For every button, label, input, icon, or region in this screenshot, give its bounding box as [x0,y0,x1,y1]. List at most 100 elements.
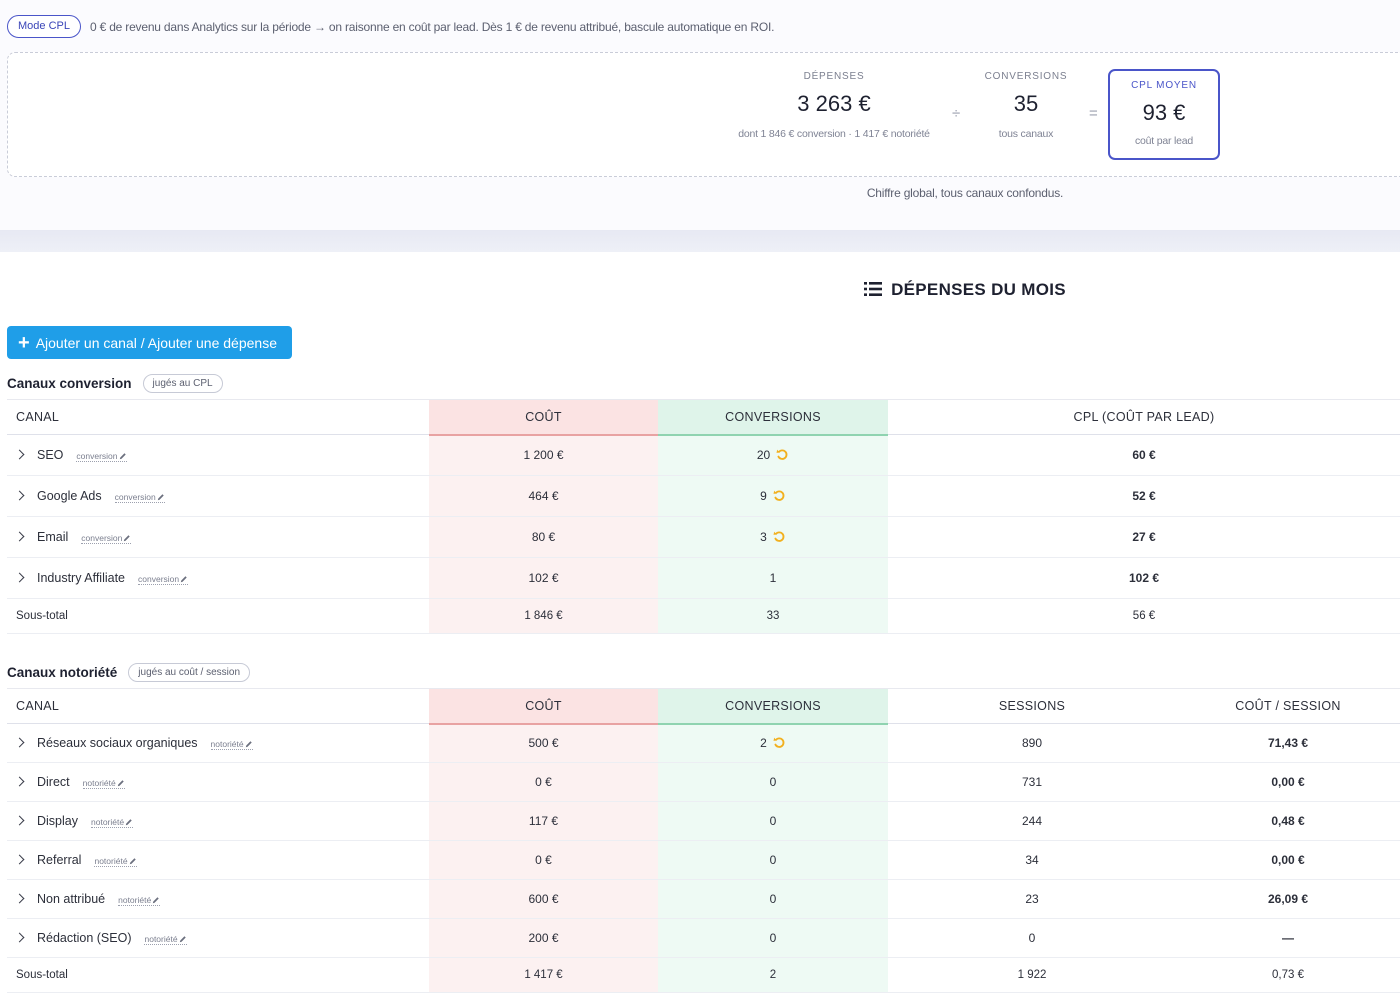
chevron-right-icon[interactable] [14,815,25,826]
table-row[interactable]: Non attribué notoriété 600 € 0 23 26,09 € [7,879,1400,919]
conversion-group-title: Canaux conversion [7,376,132,391]
conversions-value: 1 [769,571,777,585]
canal-cell[interactable]: Non attribué notoriété [7,879,429,919]
canal-cell[interactable]: Réseaux sociaux organiques notoriété [7,723,429,763]
subtotal-row: Sous-total 1 417 €2 1 922 0,73 € [7,957,1400,993]
col-cpl[interactable]: CPL (COÛT PAR LEAD) [888,399,1400,435]
conversions-value: 0 [769,853,777,867]
canal-cell[interactable]: Google Ads conversion [7,475,429,517]
add-channel-button[interactable]: + Ajouter un canal / Ajouter une dépense [7,326,292,359]
undo-icon[interactable] [773,736,786,749]
table-row[interactable]: SEO conversion 1 200 € 20 60 € [7,434,1400,476]
channel-type-tag[interactable]: notoriété [144,934,187,945]
cost-per-session-cell: 0,00 € [1176,762,1400,802]
table-row[interactable]: Display notoriété 117 € 0 244 0,48 € [7,801,1400,841]
kpi-box: DÉPENSES 3 263 € dont 1 846 € conversion… [7,52,1400,177]
table-row[interactable]: Direct notoriété 0 € 0 731 0,00 € [7,762,1400,802]
pencil-icon[interactable] [180,575,188,583]
table-row[interactable]: Réseaux sociaux organiques notoriété 500 €… [7,723,1400,763]
channel-type-tag[interactable]: notoriété [91,817,134,828]
table-row[interactable]: Google Ads conversion 464 € 9 52 € [7,475,1400,517]
chevron-right-icon[interactable] [14,490,25,501]
awareness-group-title: Canaux notoriété [7,665,118,680]
canal-cell[interactable]: Direct notoriété [7,762,429,802]
kpi-conversions-sub: tous canaux [998,128,1054,140]
sessions-cell: 0 [888,918,1176,958]
channel-name: Google Ads [37,489,102,503]
undo-icon[interactable] [773,530,786,543]
col-conversions[interactable]: CONVERSIONS [658,688,888,725]
chevron-right-icon[interactable] [14,531,25,542]
channel-type-tag[interactable]: notoriété [118,895,161,906]
cost-per-session-cell: — [1176,918,1400,958]
canal-cell[interactable]: Display notoriété [7,801,429,841]
chevron-right-icon[interactable] [14,854,25,865]
col-conversions[interactable]: CONVERSIONS [658,399,888,436]
col-canal[interactable]: CANAL [7,399,429,435]
col-cout[interactable]: COÛT [429,399,658,436]
awareness-group-header: Canaux notoriété jugés au coût / session [7,663,251,682]
channel-type: notoriété [94,856,128,866]
canal-cell[interactable]: SEO conversion [7,434,429,476]
kpi-depenses-value: 3 263 € [797,91,871,116]
channel-type-tag[interactable]: notoriété [82,778,125,789]
pencil-icon[interactable] [125,818,133,826]
conversions-value: 0 [769,814,777,828]
conversions-cell: 3 [658,516,888,558]
conversion-table: CANAL COÛT CONVERSIONS CPL (COÛT PAR LEA… [7,399,1400,634]
subtotal-cost: 1 846 € [429,598,658,634]
cost-cell: 80 € [429,516,658,558]
kpi-conversions: CONVERSIONS 35 tous canaux [974,71,1078,140]
kpi-cpl-sub: coût par lead [1134,135,1194,147]
col-sessions[interactable]: SESSIONS [888,688,1176,724]
conversions-cell: 0 [658,762,888,802]
channel-type-tag[interactable]: conversion [76,451,127,462]
channel-name: Réseaux sociaux organiques [37,736,198,750]
chevron-right-icon[interactable] [14,932,25,943]
channel-name: Referral [37,853,82,867]
sessions-cell: 244 [888,801,1176,841]
undo-icon[interactable] [773,489,786,502]
sessions-cell: 34 [888,840,1176,880]
chevron-right-icon[interactable] [14,449,25,460]
chevron-right-icon[interactable] [14,572,25,583]
canal-cell[interactable]: Industry Affiliate conversion [7,557,429,599]
table-row[interactable]: Rédaction (SEO) notoriété 200 €0 0— [7,918,1400,958]
channel-type-tag[interactable]: notoriété [94,856,137,867]
add-channel-label: Ajouter un canal / Ajouter une dépense [35,334,277,351]
pencil-icon[interactable] [179,935,187,943]
conversions-cell: 20 [658,434,888,476]
chevron-right-icon[interactable] [14,737,25,748]
canal-cell[interactable]: Rédaction (SEO) notoriété [7,918,429,958]
chevron-right-icon[interactable] [14,893,25,904]
pencil-icon[interactable] [123,534,131,542]
channel-type-tag[interactable]: conversion [114,492,165,503]
col-cout[interactable]: COÛT [429,688,658,725]
channel-type-tag[interactable]: notoriété [210,739,253,750]
table-row[interactable]: Email conversion 80 € 3 27 € [7,516,1400,558]
canal-cell[interactable]: Email conversion [7,516,429,558]
cost-per-session-cell: 71,43 € [1176,723,1400,763]
cost-cell: 102 € [429,557,658,599]
pencil-icon[interactable] [119,452,127,460]
undo-icon[interactable] [776,448,789,461]
conversion-group-header: Canaux conversion jugés au CPL [7,374,223,393]
table-row[interactable]: Industry Affiliate conversion 102 € 1 102 € [7,557,1400,599]
pencil-icon[interactable] [245,740,253,748]
channel-type-tag[interactable]: conversion [81,533,132,544]
col-cout-session[interactable]: COÛT / SESSION [1176,688,1400,724]
channel-type-tag[interactable]: conversion [138,574,189,585]
channel-type: notoriété [144,934,178,944]
section-title-text: DÉPENSES DU MOIS [891,280,1066,299]
chevron-right-icon[interactable] [14,776,25,787]
conversions-cell: 1 [658,557,888,599]
pencil-icon[interactable] [117,779,125,787]
table-row[interactable]: Referral notoriété 0 € 0 34 0,00 € [7,840,1400,880]
pencil-icon[interactable] [152,896,160,904]
global-note: Chiffre global, tous canaux confondus. [866,186,1064,200]
canal-cell[interactable]: Referral notoriété [7,840,429,880]
pencil-icon[interactable] [157,493,165,501]
col-canal[interactable]: CANAL [7,688,429,724]
mode-badge[interactable]: Mode CPL [7,15,81,38]
pencil-icon[interactable] [129,857,137,865]
